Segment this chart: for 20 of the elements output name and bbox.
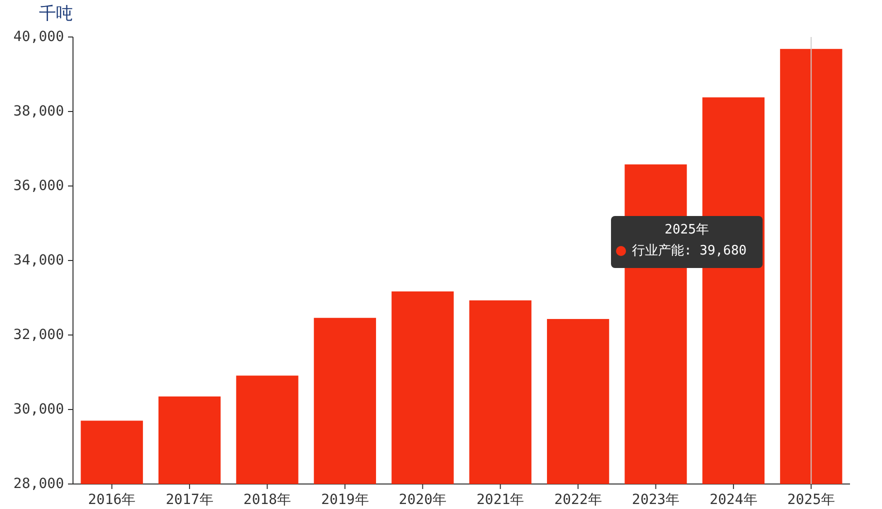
xtick: 2019年 (321, 492, 369, 508)
xtick: 2022年 (554, 492, 602, 508)
xtick: 2018年 (243, 492, 292, 508)
xtick: 2016年 (88, 492, 136, 508)
ytick: 36,000 (13, 178, 64, 194)
xtick: 2017年 (166, 492, 214, 508)
xtick: 2021年 (476, 492, 524, 508)
ylabel: 千吨 (39, 4, 73, 24)
annotation: 行业产能: 39,680 (632, 244, 747, 258)
xtick: 2025年 (787, 492, 835, 508)
ytick: 38,000 (13, 104, 64, 120)
ytick: 34,000 (13, 252, 64, 268)
xtick: 2023年 (632, 492, 680, 508)
ytick: 40,000 (13, 29, 64, 45)
xtick: 2024年 (710, 492, 758, 508)
ytick: 28,000 (13, 476, 64, 492)
ytick: 32,000 (13, 327, 64, 343)
ytick: 30,000 (13, 402, 64, 418)
xtick: 2020年 (398, 492, 446, 508)
annotation: 2025年 (664, 222, 709, 238)
